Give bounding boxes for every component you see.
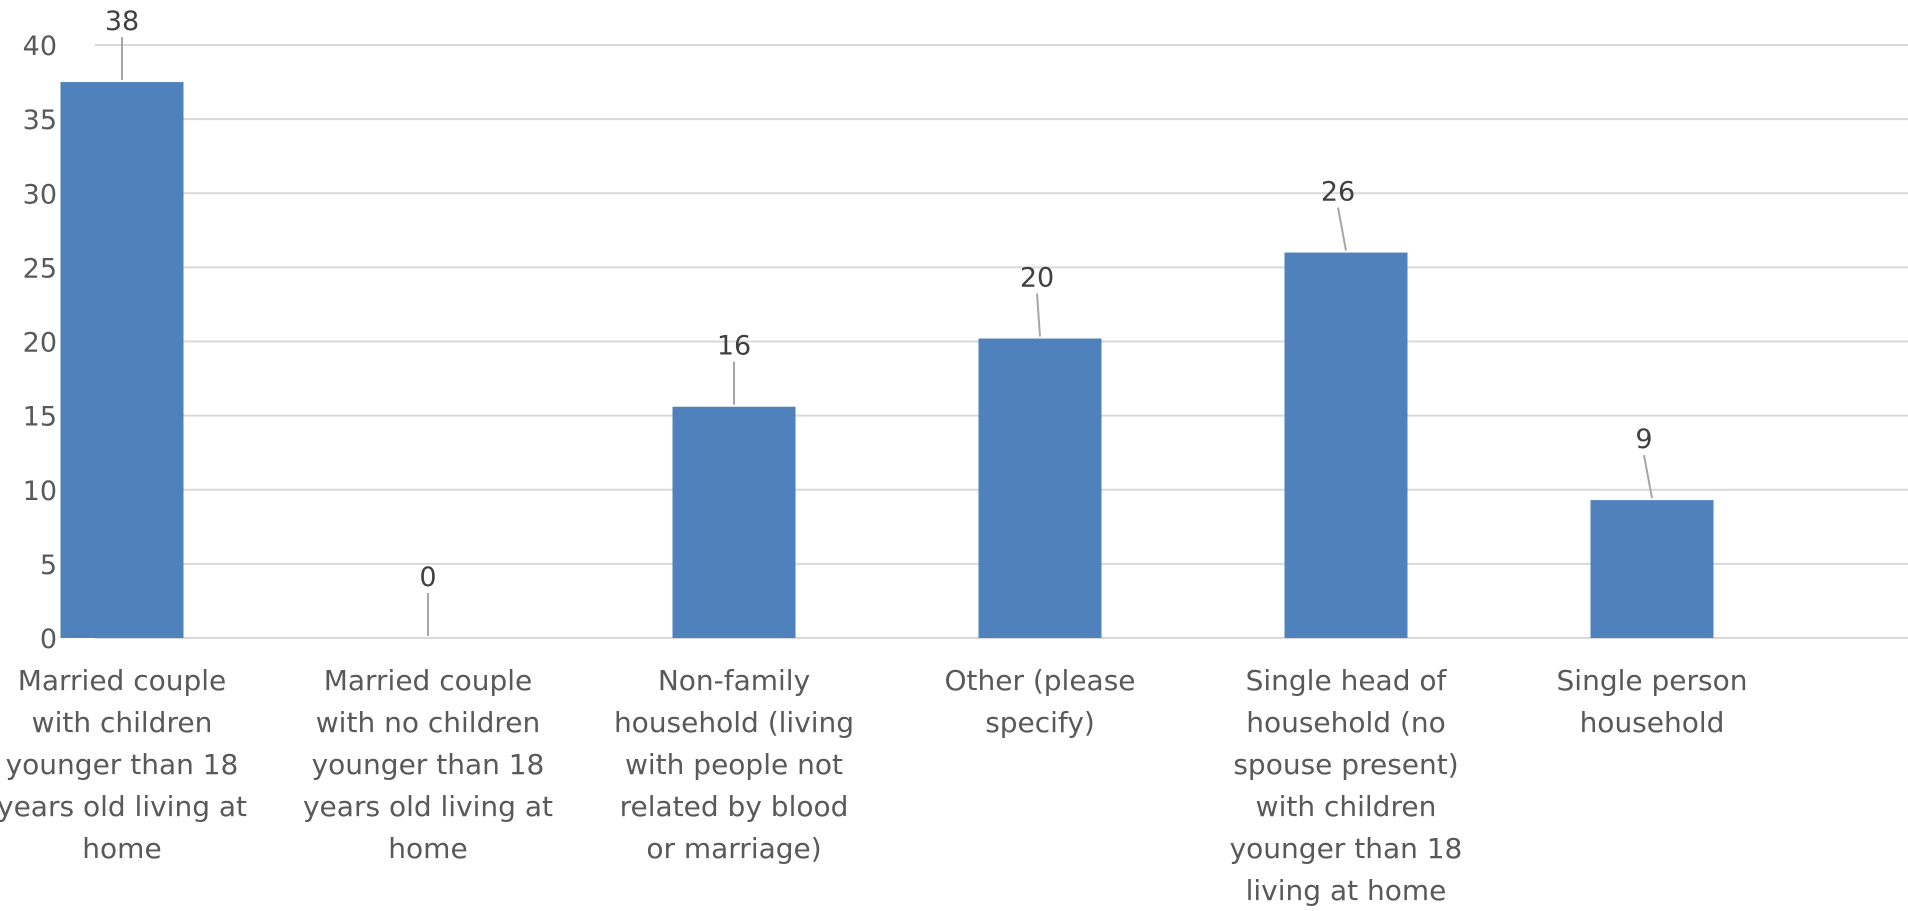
category-label-line: spouse present) — [1233, 748, 1458, 781]
category-label-line: with no children — [316, 706, 540, 739]
data-label: 20 — [1020, 263, 1054, 294]
category-label-line: or marriage) — [646, 832, 821, 865]
category-label-line: years old living at — [303, 790, 553, 823]
category-label-line: home — [82, 832, 161, 865]
category-label-line: related by blood — [620, 790, 849, 823]
category-label-line: household (no — [1246, 706, 1446, 739]
data-label: 26 — [1321, 177, 1355, 208]
data-labels: 38 0 16 20 26 9 — [105, 6, 1653, 593]
y-tick-label: 35 — [23, 105, 57, 136]
category-label-line: Married couple — [18, 664, 227, 697]
category-label-line: younger than 18 — [312, 748, 545, 781]
bar — [672, 406, 796, 638]
bar — [1590, 500, 1714, 638]
category-label-line: Other (please — [944, 664, 1135, 697]
category-label-line: years old living at — [0, 790, 247, 823]
category-label-line: Single head of — [1246, 664, 1448, 697]
y-tick-label: 30 — [23, 179, 57, 210]
data-label: 0 — [419, 562, 436, 593]
y-tick-label: 5 — [40, 550, 57, 581]
category-label-line: home — [388, 832, 467, 865]
data-label: 16 — [717, 331, 751, 362]
bar — [60, 82, 184, 638]
category-label-line: Non-family — [658, 664, 810, 697]
data-label-leader-line — [1036, 293, 1041, 337]
category-label-line: Married couple — [324, 664, 533, 697]
y-tick-label: 20 — [23, 328, 57, 359]
y-tick-label: 15 — [23, 402, 57, 433]
x-axis-category-labels: Married couple with children younger than … — [0, 664, 1747, 907]
category-label-line: with people not — [625, 748, 843, 781]
category-label-line: younger than 18 — [6, 748, 239, 781]
bar — [1284, 252, 1408, 639]
data-label-leader-line — [1337, 207, 1347, 251]
y-axis-tick-labels: 0 5 10 15 20 25 30 35 40 — [23, 31, 57, 655]
bar — [978, 338, 1102, 638]
y-tick-label: 40 — [23, 31, 57, 62]
data-label: 9 — [1635, 424, 1652, 455]
y-tick-label: 10 — [23, 476, 57, 507]
data-label-leader-line — [1643, 454, 1653, 499]
category-label-line: with children — [32, 706, 213, 739]
category-label-line: Single person — [1557, 664, 1748, 697]
category-label-line: specify) — [985, 706, 1095, 739]
bars — [60, 82, 1714, 639]
category-label-line: with children — [1256, 790, 1437, 823]
data-label: 38 — [105, 6, 139, 37]
category-label-line: younger than 18 — [1230, 832, 1463, 865]
data-label-leader-lines — [121, 37, 1653, 636]
category-label-line: living at home — [1246, 874, 1447, 907]
category-label-line: household — [1580, 706, 1725, 739]
category-label-line: household (living — [614, 706, 854, 739]
y-tick-label: 25 — [23, 253, 57, 284]
y-tick-label: 0 — [40, 624, 57, 655]
